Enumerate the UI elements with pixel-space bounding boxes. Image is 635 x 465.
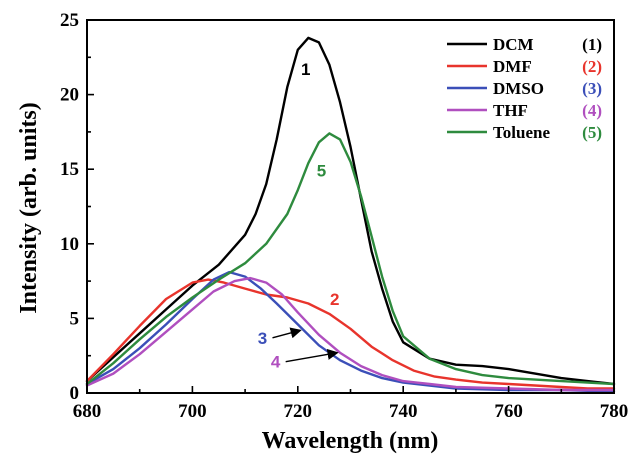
- series-line-toluene: [85, 132, 616, 386]
- legend-label-dmso: DMSO: [493, 79, 544, 98]
- curve-label-2: 2: [330, 290, 339, 309]
- legend-label-toluene: Toluene: [493, 123, 550, 142]
- legend-number-thf: (4): [582, 101, 602, 120]
- curve-label-3: 3: [258, 329, 267, 348]
- y-tick-label: 25: [60, 10, 79, 31]
- curve-label-arrow-4: [285, 348, 339, 363]
- series-line-dmso: [85, 270, 616, 393]
- legend-label-thf: THF: [493, 101, 528, 120]
- plot-frame: [86, 19, 615, 394]
- legend-number-dmso: (3): [582, 79, 602, 98]
- legend: DCM (1) DMF (2) DMSO (3) THF (4) Toluene (5): [447, 35, 602, 142]
- y-tick-label: 20: [60, 85, 79, 106]
- y-tick-label: 5: [70, 308, 80, 329]
- curve-label-4: 4: [271, 353, 281, 372]
- legend-label-dmf: DMF: [493, 57, 532, 76]
- legend-number-dmf: (2): [582, 57, 602, 76]
- curve-annotations: 1 5 2 34: [258, 60, 340, 371]
- x-tick-label: 720: [284, 401, 313, 422]
- y-tick-label: 10: [60, 234, 79, 255]
- y-tick-label: 15: [60, 159, 79, 180]
- x-axis-title: Wavelength (nm): [262, 428, 439, 454]
- y-tick-label: 0: [70, 383, 80, 404]
- x-tick-label: 680: [73, 401, 102, 422]
- series-layer: [85, 36, 616, 393]
- curve-label-arrow-3: [272, 327, 302, 339]
- x-tick-label: 700: [178, 401, 207, 422]
- y-axis-ticks: 0 5 10 15 20 25: [60, 10, 94, 404]
- legend-number-toluene: (5): [582, 123, 602, 142]
- legend-label-dcm: DCM: [493, 35, 534, 54]
- x-tick-label: 780: [600, 401, 629, 422]
- series-line-thf: [85, 276, 616, 392]
- x-tick-label: 740: [389, 401, 418, 422]
- curve-label-1: 1: [301, 60, 310, 79]
- y-axis-title: Intensity (arb. units): [16, 102, 42, 313]
- series-line-dcm: [85, 36, 616, 386]
- legend-number-dcm: (1): [582, 35, 602, 54]
- x-axis-ticks: 680 700 720 740 760 780: [73, 386, 629, 422]
- curve-label-5: 5: [317, 162, 326, 181]
- series-line-dmf: [85, 278, 616, 390]
- x-tick-label: 760: [494, 401, 523, 422]
